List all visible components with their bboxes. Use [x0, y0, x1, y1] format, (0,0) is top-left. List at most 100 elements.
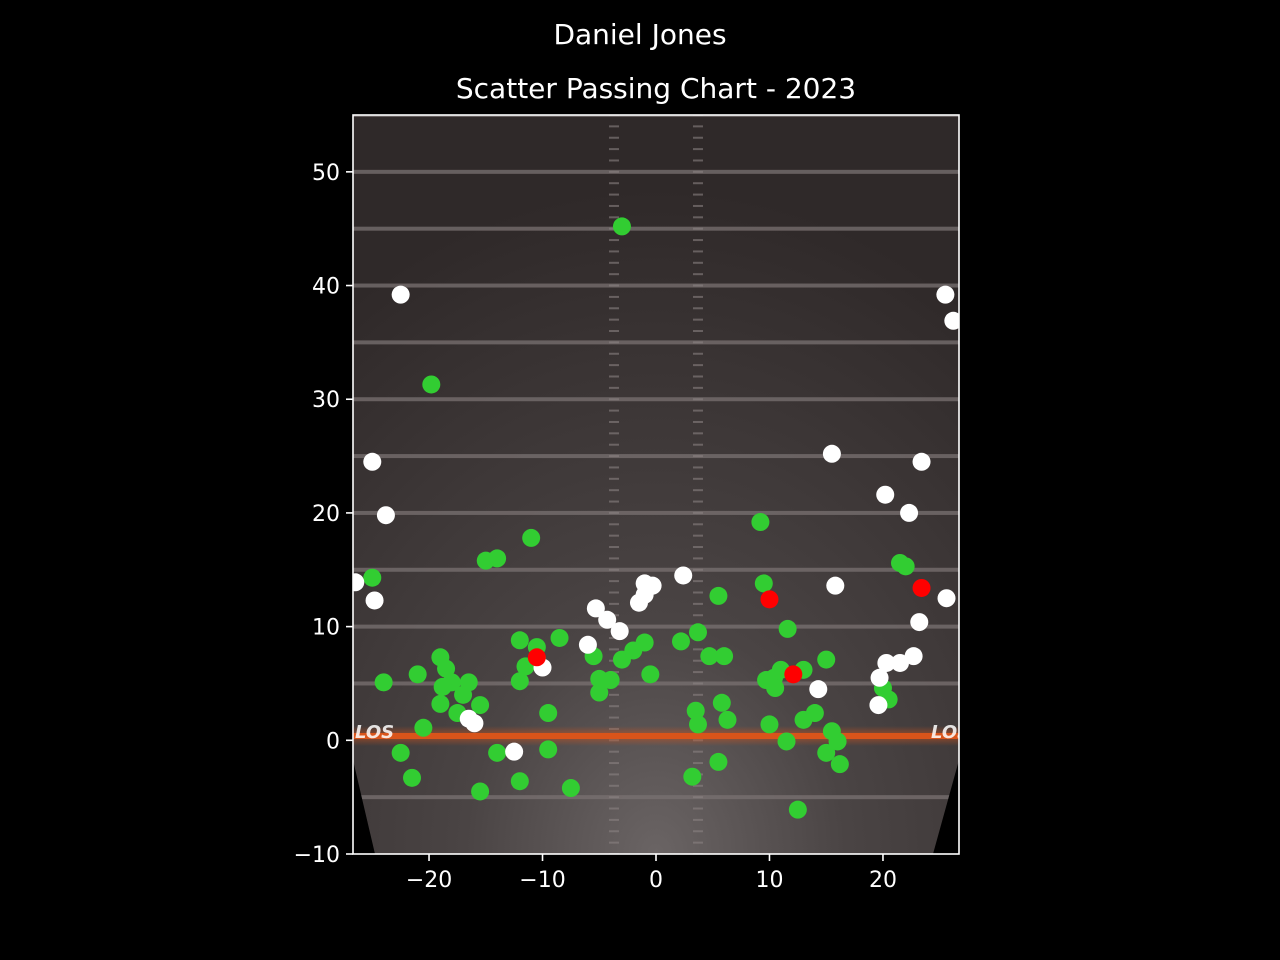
hash-mark — [692, 409, 703, 412]
hash-mark — [609, 602, 620, 605]
hash-mark — [692, 182, 703, 185]
hash-mark — [692, 398, 703, 401]
pass-point — [643, 576, 662, 595]
plot-area: LOS LOS — [353, 115, 959, 854]
hash-mark — [609, 716, 620, 719]
hash-mark — [692, 239, 703, 242]
hash-mark — [692, 841, 703, 844]
yard-line — [353, 567, 959, 572]
pass-point — [754, 574, 773, 593]
hash-mark — [609, 705, 620, 708]
hash-mark — [609, 568, 620, 571]
y-tick-label: −10 — [294, 843, 340, 868]
x-tick-label: 0 — [649, 868, 663, 893]
hash-mark — [609, 784, 620, 787]
pass-point — [414, 718, 433, 737]
hash-mark — [609, 398, 620, 401]
field-yard-lines — [353, 115, 959, 800]
hash-mark — [609, 807, 620, 810]
pass-point — [784, 665, 803, 684]
pass-point — [522, 528, 541, 547]
pass-point — [688, 715, 707, 734]
hash-mark — [692, 523, 703, 526]
hash-mark — [692, 227, 703, 230]
pass-point — [610, 622, 629, 641]
pass-point — [561, 779, 580, 798]
pass-point — [391, 743, 410, 762]
pass-point — [896, 557, 915, 576]
hash-mark — [692, 750, 703, 753]
pass-point — [830, 755, 849, 774]
hash-mark — [692, 216, 703, 219]
hash-mark — [609, 386, 620, 389]
hash-mark — [692, 477, 703, 480]
y-tick-label: 50 — [312, 161, 340, 186]
hash-mark — [609, 341, 620, 344]
yard-line — [353, 226, 959, 231]
hash-mark — [692, 148, 703, 151]
y-tick-label: 0 — [326, 729, 340, 754]
pass-point — [454, 685, 473, 704]
hash-mark — [692, 318, 703, 321]
yard-line — [353, 340, 959, 345]
y-tick-label: 10 — [312, 616, 340, 641]
hash-mark — [609, 216, 620, 219]
yard-line — [353, 510, 959, 515]
hash-mark — [609, 125, 620, 128]
hash-mark — [692, 784, 703, 787]
pass-point — [700, 647, 719, 666]
pass-point — [751, 513, 770, 532]
hash-mark — [609, 352, 620, 355]
hash-mark — [609, 284, 620, 287]
hash-mark — [692, 261, 703, 264]
hash-mark — [692, 489, 703, 492]
hash-mark — [692, 534, 703, 537]
pass-point — [586, 599, 605, 618]
x-tick-label: −10 — [519, 868, 565, 893]
pass-point — [822, 444, 841, 463]
pass-point — [365, 591, 384, 610]
hash-mark — [609, 693, 620, 696]
pass-point — [828, 732, 847, 751]
x-tick-label: −20 — [406, 868, 452, 893]
y-tick-label: 40 — [312, 275, 340, 300]
x-tick-label: 10 — [755, 868, 783, 893]
hash-mark — [692, 125, 703, 128]
hash-mark — [692, 546, 703, 549]
pass-point — [686, 701, 705, 720]
hash-mark — [692, 273, 703, 276]
hash-mark — [609, 420, 620, 423]
hash-mark — [692, 511, 703, 514]
hash-mark — [609, 170, 620, 173]
yard-line — [353, 283, 959, 288]
pass-point — [641, 665, 660, 684]
pass-point — [353, 573, 365, 592]
pass-point — [391, 285, 410, 304]
pass-point — [869, 696, 888, 715]
hash-mark — [692, 580, 703, 583]
hash-mark — [692, 602, 703, 605]
pass-point — [712, 693, 731, 712]
pass-point — [539, 740, 558, 759]
hash-mark — [609, 193, 620, 196]
yard-line — [353, 397, 959, 402]
yard-line — [353, 169, 959, 174]
x-tick-label: 20 — [869, 868, 897, 893]
pass-point — [688, 623, 707, 642]
hash-mark — [609, 330, 620, 333]
hash-mark — [609, 273, 620, 276]
pass-point — [937, 589, 956, 608]
hash-mark — [692, 159, 703, 162]
pass-point — [817, 650, 836, 669]
yard-line — [353, 681, 959, 686]
pass-point — [760, 715, 779, 734]
pass-point — [471, 782, 490, 801]
hash-mark — [609, 136, 620, 139]
hash-mark — [692, 193, 703, 196]
hash-mark — [609, 557, 620, 560]
hash-mark — [692, 796, 703, 799]
chart-title: Scatter Passing Chart - 2023 — [456, 72, 856, 105]
pass-point — [437, 659, 456, 678]
yard-line — [353, 795, 959, 800]
pass-point — [718, 710, 737, 729]
